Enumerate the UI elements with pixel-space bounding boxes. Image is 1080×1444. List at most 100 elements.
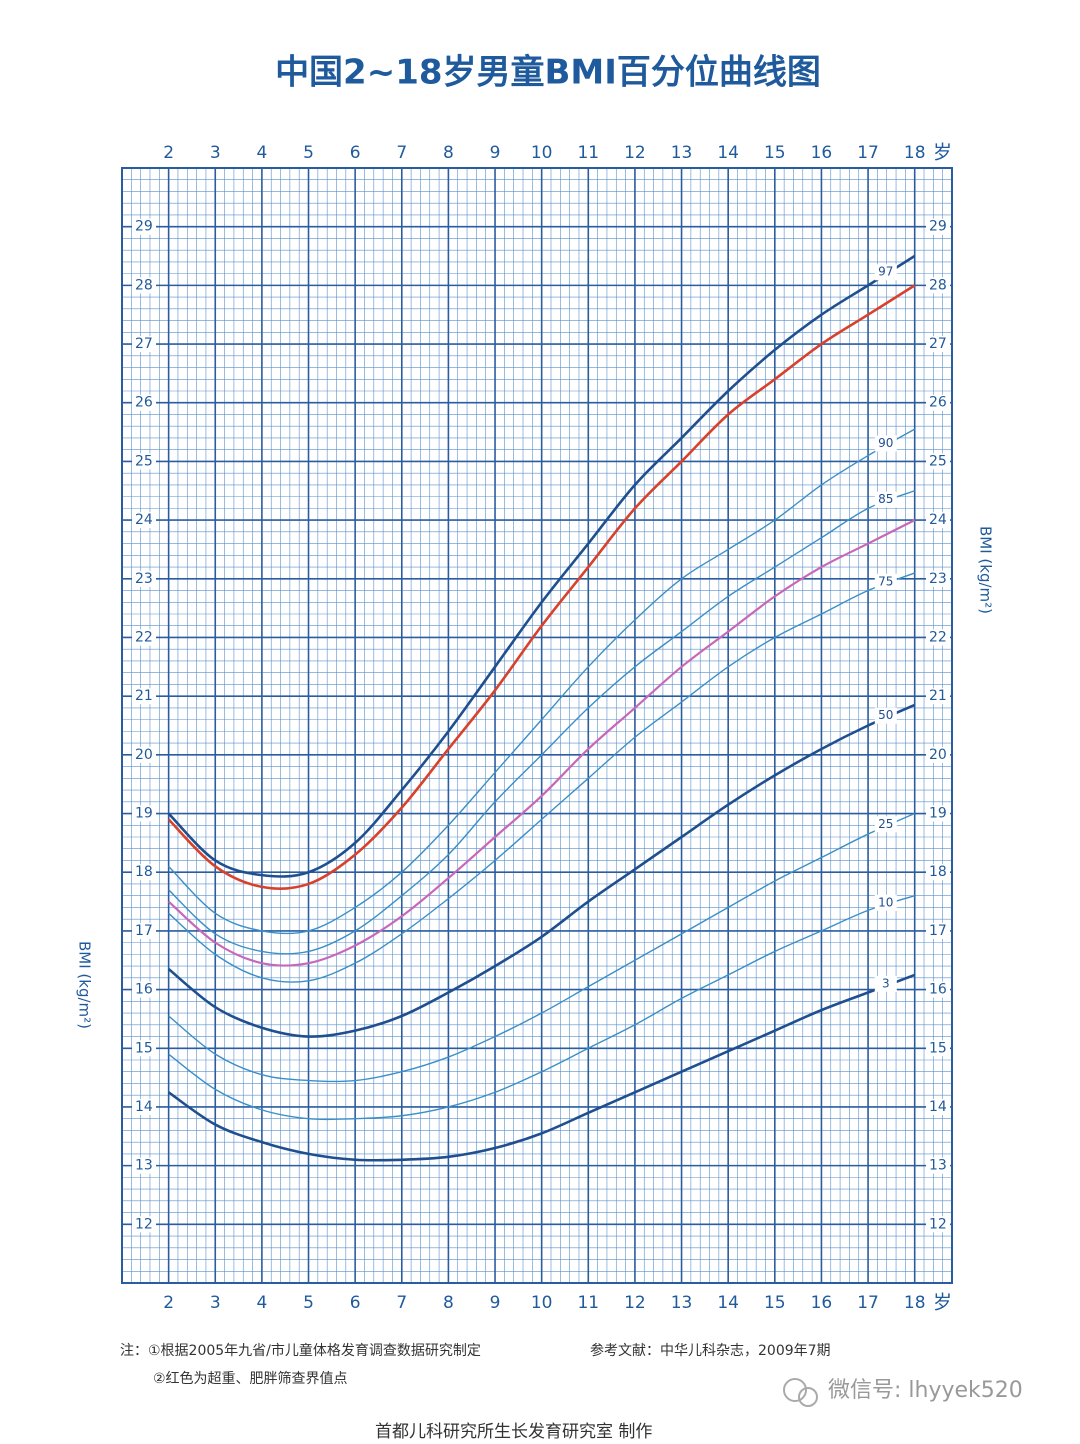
y-tick-label: 16 [929, 982, 947, 998]
watermark-icon [798, 1387, 818, 1407]
x-tick-label: 9 [490, 143, 501, 163]
y-tick-label: 12 [929, 1216, 947, 1232]
x-tick-label: 17 [857, 1293, 879, 1313]
tick-label-bg [132, 336, 156, 353]
y-tick-label: 19 [929, 806, 947, 822]
y-tick-label: 29 [135, 219, 153, 235]
tick-label-bg [132, 864, 156, 881]
y-tick-label: 25 [929, 453, 947, 469]
curve-label: 50 [878, 708, 893, 722]
tick-label-bg [132, 570, 156, 587]
x-tick-label: 9 [490, 1293, 501, 1313]
y-tick-label: 28 [929, 277, 947, 293]
tick-label-bg [926, 512, 950, 529]
tick-label-bg [926, 570, 950, 587]
y-tick-label: 20 [929, 747, 947, 763]
chart-title: 中国2~18岁男童BMI百分位曲线图 [275, 53, 821, 93]
curve-label: 85 [878, 492, 893, 506]
y-tick-label: 26 [135, 395, 153, 411]
y-tick-label: 22 [929, 629, 947, 645]
y-tick-label: 21 [135, 688, 153, 704]
y-tick-label: 15 [135, 1040, 153, 1056]
y-tick-label: 17 [929, 923, 947, 939]
curve-label-bg [874, 707, 897, 724]
percentile-curve [167, 284, 916, 890]
y-tick-label: 22 [135, 629, 153, 645]
tick-label-bg [132, 746, 156, 763]
x-tick-label: 2 [163, 1293, 174, 1313]
percentile-curve [168, 428, 916, 935]
tick-label-bg [132, 922, 156, 939]
y-tick-label: 27 [929, 336, 947, 352]
x-tick-label: 5 [303, 1293, 314, 1313]
x-tick-label: 14 [717, 143, 739, 163]
x-tick-label: 12 [624, 1293, 646, 1313]
tick-label-bg [926, 629, 950, 646]
y-tick-label: 14 [135, 1099, 153, 1115]
x-tick-label: 6 [350, 1293, 361, 1313]
y-tick-label: 29 [929, 219, 947, 235]
percentile-curve [168, 572, 915, 983]
tick-label-bg [926, 746, 950, 763]
tick-label-bg [132, 981, 156, 998]
y-tick-label: 23 [929, 571, 947, 587]
y-tick-label: 24 [135, 512, 153, 528]
curve-label-bg [874, 894, 897, 911]
x-tick-label: 16 [811, 1293, 833, 1313]
tick-label-bg [926, 864, 950, 881]
tick-label-bg [132, 394, 156, 411]
tick-label-bg [132, 1040, 156, 1057]
x-tick-label: 3 [210, 1293, 221, 1313]
y-axis-label-right: BMI (kg/m²) [977, 526, 995, 614]
x-tick-label: 12 [624, 143, 646, 163]
curve-label-bg [874, 975, 897, 992]
x-tick-label: 5 [303, 143, 314, 163]
tick-label-bg [926, 922, 950, 939]
tick-label-bg [926, 394, 950, 411]
y-tick-label: 16 [135, 982, 153, 998]
plot-area: 2233445566778899101011111212131314141515… [121, 143, 953, 1313]
percentile-curve [168, 895, 915, 1121]
curve-label-bg [874, 491, 897, 508]
tick-label-bg [132, 277, 156, 294]
x-tick-label: 8 [443, 143, 454, 163]
x-tick-label: 7 [396, 143, 407, 163]
tick-label-bg [132, 1216, 156, 1233]
x-tick-label: 17 [857, 143, 879, 163]
curve-label-bg [874, 264, 897, 281]
curve-label: 75 [878, 574, 893, 588]
curve-label-bg [874, 816, 897, 833]
curve-label-bg [874, 435, 897, 452]
percentile-curve [168, 812, 915, 1083]
x-tick-label: 2 [163, 143, 174, 163]
x-unit-top: 岁 [933, 142, 952, 164]
tick-label-bg [926, 1157, 950, 1174]
percentile-curve [167, 519, 916, 967]
percentile-curve [167, 973, 916, 1162]
x-tick-label: 4 [256, 1293, 267, 1313]
credit: 首都儿科研究所生长发育研究室 制作 [375, 1422, 652, 1440]
watermark-text: 微信号: lhyyek520 [828, 1378, 1023, 1403]
plot-frame [121, 167, 953, 1284]
tick-label-bg [926, 1098, 950, 1115]
x-tick-label: 15 [764, 1293, 786, 1313]
y-tick-label: 26 [929, 395, 947, 411]
tick-label-bg [132, 1098, 156, 1115]
y-tick-label: 27 [135, 336, 153, 352]
x-tick-label: 15 [764, 143, 786, 163]
x-tick-label: 13 [671, 1293, 693, 1313]
footnote: 注：①根据2005年九省/市儿童体格发育调查数据研究制定 [120, 1342, 481, 1359]
curve-label: 25 [878, 817, 893, 831]
x-tick-label: 10 [531, 143, 553, 163]
y-tick-label: 18 [929, 864, 947, 880]
percentile-curve [168, 490, 915, 955]
percentile-curve [167, 703, 916, 1038]
curve-label: 97 [878, 265, 893, 279]
x-tick-label: 18 [904, 1293, 926, 1313]
x-tick-label: 18 [904, 143, 926, 163]
y-tick-label: 24 [929, 512, 947, 528]
y-tick-label: 12 [135, 1216, 153, 1232]
tick-label-bg [926, 1216, 950, 1233]
tick-label-bg [926, 218, 950, 235]
